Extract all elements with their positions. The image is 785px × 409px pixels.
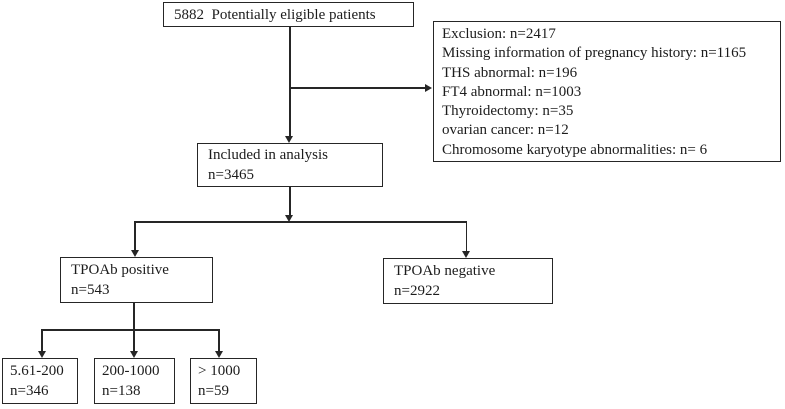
connector-ranges-horizontal [41, 329, 220, 331]
exclusion-line: Chromosome karyotype abnormalities: n= 6 [442, 141, 708, 158]
eligible-patients-box: 5882 Potentially eligible patients [163, 2, 414, 27]
arrowhead-down [462, 251, 470, 258]
range-mid-box: 200-1000 n=138 [94, 358, 175, 404]
exclusion-line: THS abnormal: n=196 [442, 64, 578, 81]
included-box: Included in analysis n=3465 [197, 143, 383, 187]
exclusion-line: ovarian cancer: n=12 [442, 122, 569, 139]
included-count: n=3465 [208, 167, 254, 183]
tpoab-negative-label: TPOAb negative [394, 263, 496, 279]
arrowhead-down [285, 136, 293, 143]
arrowhead-down [214, 351, 223, 358]
eligible-patients-label: 5882 Potentially eligible patients [174, 6, 376, 23]
range-high-label: > 1000 [198, 363, 241, 379]
exclusion-line: Thyroidectomy: n=35 [442, 103, 574, 120]
exclusion-line: Missing information of pregnancy history… [442, 45, 747, 62]
arrowhead-down [129, 351, 138, 358]
connector-to-range-high [218, 329, 220, 352]
range-low-count: n=346 [10, 383, 49, 399]
arrowhead-right [425, 83, 432, 92]
connector-to-range-low [41, 329, 43, 352]
arrowhead-down [285, 215, 293, 222]
connector-split-horizontal [134, 221, 467, 223]
exclusion-line: FT4 abnormal: n=1003 [442, 83, 582, 100]
range-low-label: 5.61-200 [10, 363, 64, 379]
range-mid-count: n=138 [102, 383, 141, 399]
exclusion-box: Exclusion: n=2417 Missing information of… [433, 21, 781, 162]
arrowhead-down [37, 351, 46, 358]
connector-split-to-positive [134, 221, 136, 251]
included-label: Included in analysis [208, 147, 328, 163]
exclusion-line: Exclusion: n=2417 [442, 26, 556, 42]
connector-branch-to-exclusion [290, 87, 425, 89]
range-high-box: > 1000 n=59 [190, 358, 257, 404]
connector-included-to-split [289, 187, 291, 216]
range-high-count: n=59 [198, 383, 229, 399]
tpoab-positive-label: TPOAb positive [71, 262, 169, 278]
arrowhead-down [130, 250, 139, 257]
range-low-box: 5.61-200 n=346 [2, 358, 78, 404]
tpoab-negative-box: TPOAb negative n=2922 [383, 258, 553, 304]
tpoab-positive-box: TPOAb positive n=543 [60, 257, 213, 303]
connector-to-range-mid [133, 329, 135, 352]
connector-split-to-negative [465, 221, 468, 252]
tpoab-negative-count: n=2922 [394, 283, 440, 299]
range-mid-label: 200-1000 [102, 363, 160, 379]
connector-positive-to-ranges [133, 303, 135, 331]
tpoab-positive-count: n=543 [71, 282, 110, 298]
connector-eligible-to-included [289, 27, 291, 137]
